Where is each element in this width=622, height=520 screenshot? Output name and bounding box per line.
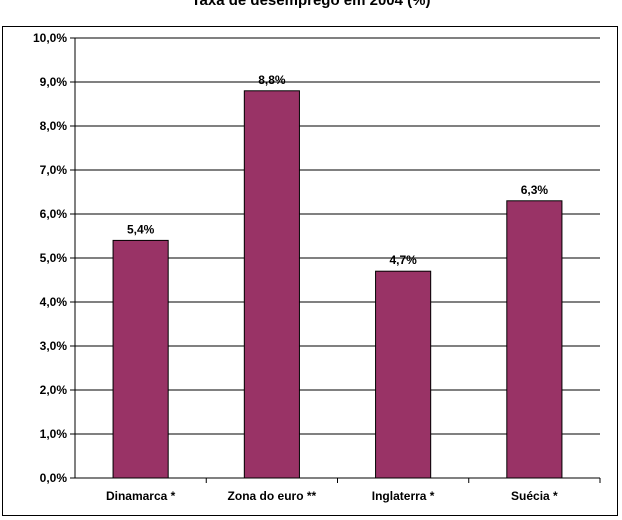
bar (112, 239, 169, 479)
bar-value-label: 4,7% (389, 253, 417, 267)
bar (243, 90, 300, 479)
x-category-label: Zona do euro ** (228, 489, 317, 503)
y-tick-label: 5,0% (40, 251, 68, 265)
y-tick-label: 1,0% (40, 427, 68, 441)
y-tick-label: 10,0% (33, 31, 67, 45)
bar-value-label: 8,8% (258, 73, 286, 87)
y-tick-label: 9,0% (40, 75, 68, 89)
y-tick-label: 7,0% (40, 163, 68, 177)
y-tick-label: 8,0% (40, 119, 68, 133)
y-tick-label: 0,0% (40, 471, 68, 485)
y-tick-label: 3,0% (40, 339, 68, 353)
x-category-label: Inglaterra * (372, 489, 435, 503)
bar-value-label: 6,3% (521, 183, 549, 197)
y-tick-label: 2,0% (40, 383, 68, 397)
chart-title: Taxa de desemprego em 2004 (%) (191, 0, 431, 9)
x-category-label: Suécia * (511, 489, 558, 503)
y-tick-label: 4,0% (40, 295, 68, 309)
bar-value-label: 5,4% (127, 222, 155, 236)
bar (375, 270, 432, 479)
bar (506, 200, 563, 479)
x-category-label: Dinamarca * (106, 489, 176, 503)
y-tick-label: 6,0% (40, 207, 68, 221)
